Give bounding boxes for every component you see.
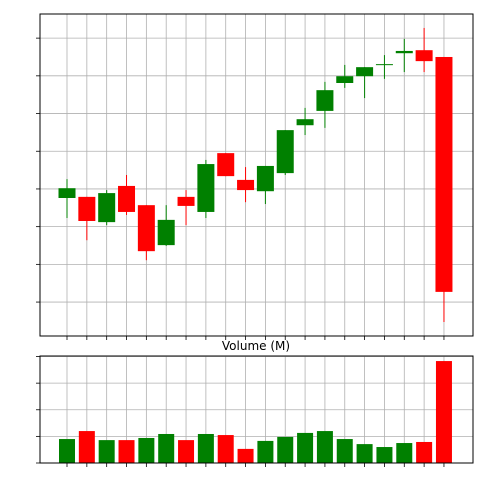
volume-bar [356,444,373,463]
candle-body [177,196,195,206]
candle-body [157,219,175,246]
volume-bar [396,443,413,463]
candle-body [78,196,96,221]
candle-body [316,90,334,111]
panel-frame [39,13,474,337]
volume-title: Volume (M) [222,339,290,353]
volume-bar [297,432,314,463]
volume-bar [118,440,135,463]
candle-body [356,67,374,77]
candle-body [435,56,453,292]
volume-bar [98,440,115,463]
candle-body [415,50,433,62]
panel-frame [39,355,474,464]
candle-body [256,165,274,192]
volume-bar [178,440,195,463]
volume-bar [277,436,294,463]
candle-body [197,164,215,212]
volume-bar [217,435,234,463]
volume-bar [78,431,95,463]
candle-body [98,193,116,223]
volume-bar [316,431,333,463]
volume-bar [416,441,433,463]
volume-bar [59,439,75,463]
candle-body [296,119,314,126]
volume-bar [237,448,254,463]
volume-bar [197,433,214,463]
candle-body [137,205,155,252]
volume-bar [257,440,274,463]
candle-body [276,130,294,174]
volume-bar [435,361,452,463]
volume-bar [138,437,155,463]
candle-body [217,153,235,177]
candle-body [336,76,354,83]
volume-bar [158,433,175,463]
candle-body [375,64,393,66]
candle-body [58,188,76,198]
candle-body [237,179,255,191]
volume-bar [336,439,353,463]
candle-body [395,50,413,54]
volume-bar [376,447,393,463]
candle-body [118,185,136,212]
